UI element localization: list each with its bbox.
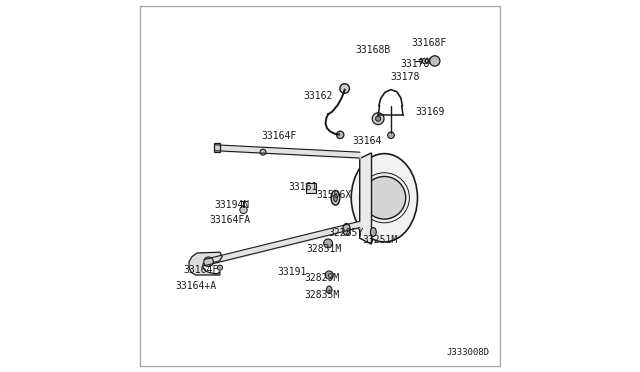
Text: 33178: 33178	[390, 72, 419, 82]
Text: 33251M: 33251M	[362, 235, 397, 246]
Text: 33168B: 33168B	[355, 45, 390, 55]
Text: 31506X: 31506X	[316, 190, 351, 200]
Text: J333008D: J333008D	[447, 348, 490, 357]
Circle shape	[218, 265, 223, 270]
Circle shape	[376, 116, 381, 121]
Circle shape	[204, 257, 213, 267]
Ellipse shape	[343, 224, 350, 235]
Text: 33178: 33178	[400, 59, 429, 69]
Text: 32829M: 32829M	[305, 273, 340, 283]
Circle shape	[260, 149, 266, 155]
Circle shape	[240, 206, 247, 214]
Text: 33164FA: 33164FA	[210, 215, 251, 225]
Text: 33194N: 33194N	[214, 200, 250, 210]
Ellipse shape	[351, 154, 417, 242]
Text: 33164: 33164	[353, 136, 381, 146]
Text: 33169: 33169	[415, 108, 444, 118]
Ellipse shape	[326, 286, 332, 294]
Text: 32285Y: 32285Y	[328, 228, 364, 238]
Text: 32835M: 32835M	[305, 289, 340, 299]
Text: 32831M: 32831M	[306, 244, 341, 254]
Circle shape	[325, 271, 333, 279]
Text: 33164+A: 33164+A	[176, 281, 217, 291]
Ellipse shape	[333, 194, 337, 202]
Circle shape	[388, 132, 394, 138]
Circle shape	[340, 84, 349, 93]
Text: 33161: 33161	[289, 182, 318, 192]
Circle shape	[337, 131, 344, 138]
Polygon shape	[306, 183, 316, 193]
Polygon shape	[189, 252, 222, 275]
Circle shape	[324, 239, 333, 248]
Circle shape	[363, 176, 406, 219]
Text: 33164F: 33164F	[261, 131, 296, 141]
Polygon shape	[214, 143, 220, 152]
Circle shape	[429, 56, 440, 66]
Text: 33191: 33191	[278, 267, 307, 278]
Text: 33162: 33162	[303, 91, 333, 101]
Ellipse shape	[331, 190, 340, 205]
Text: 33168F: 33168F	[412, 38, 447, 48]
Ellipse shape	[371, 228, 376, 236]
Circle shape	[372, 113, 384, 125]
Text: 33164F: 33164F	[183, 265, 218, 275]
Polygon shape	[360, 153, 371, 244]
